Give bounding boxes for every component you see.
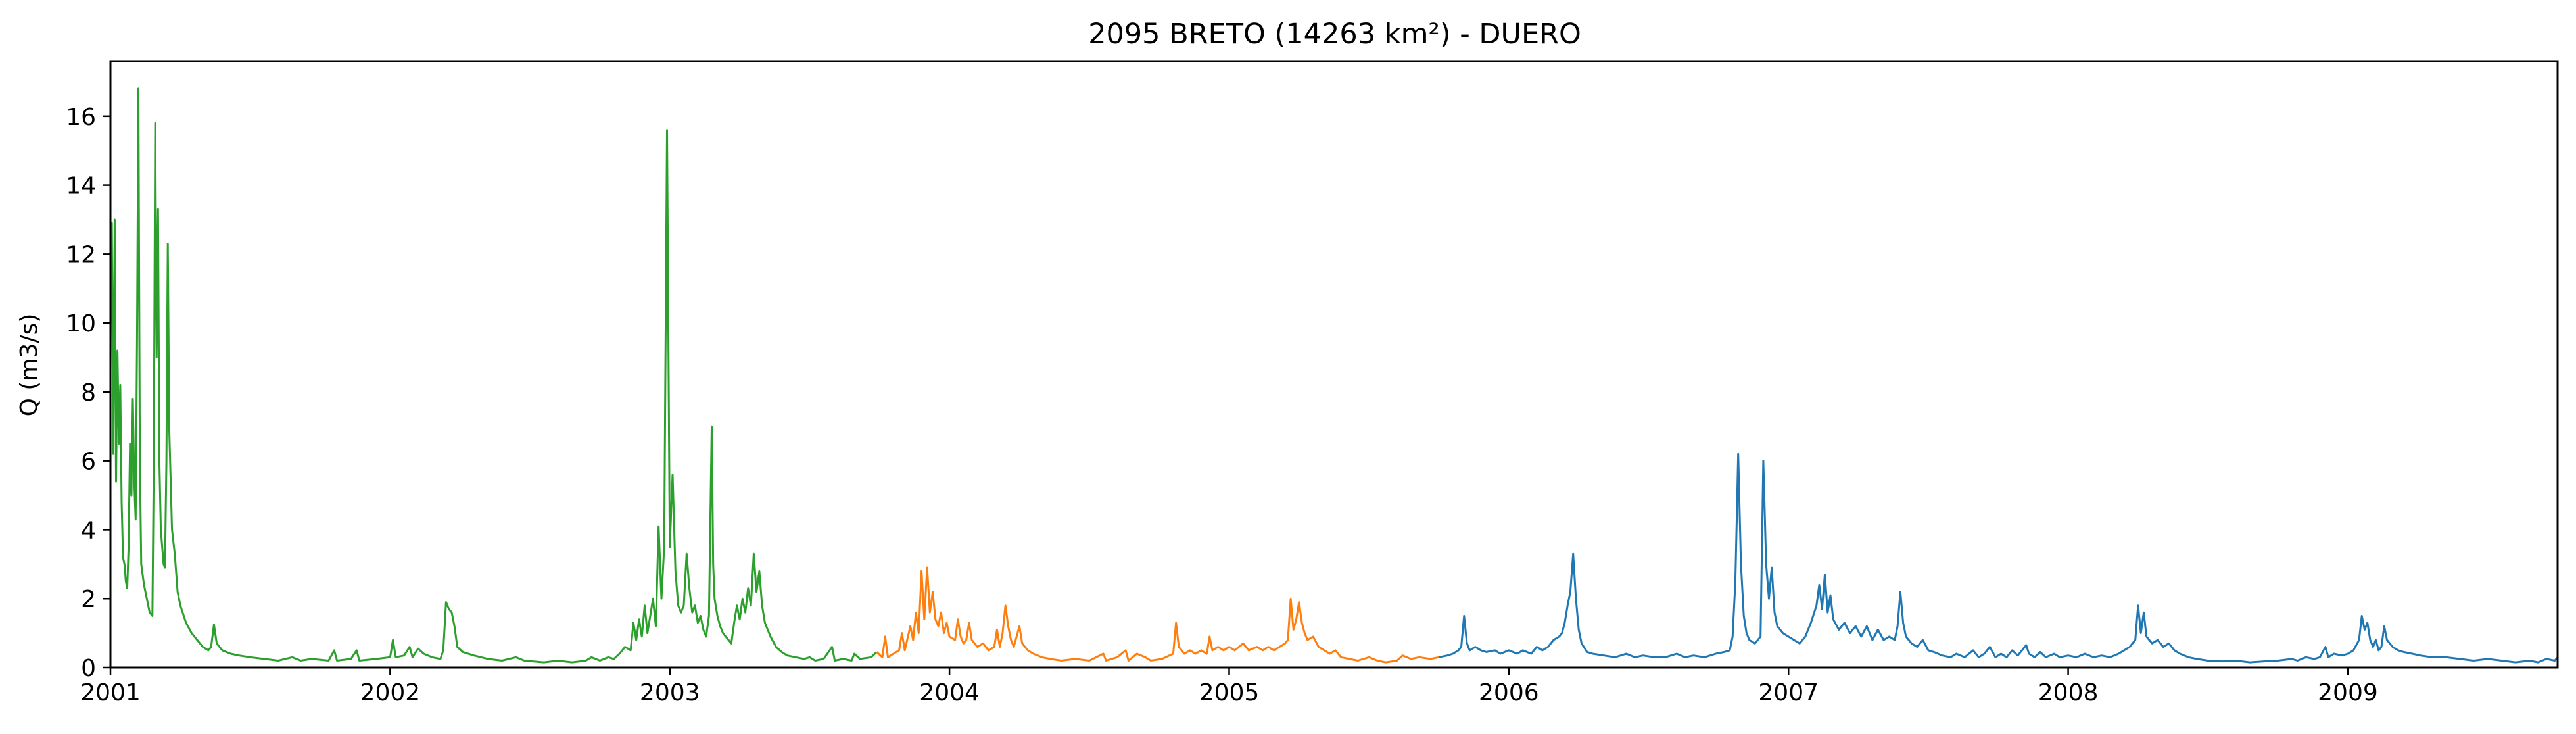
y-tick-label: 16: [66, 104, 96, 131]
y-tick-label: 8: [81, 379, 96, 406]
series-line-2: [876, 566, 1439, 664]
series-layer: [109, 87, 2559, 664]
x-tick-label: 2002: [360, 679, 421, 706]
plot-frame: [109, 60, 2559, 669]
y-tick-label: 14: [66, 173, 96, 200]
y-tick-label: 10: [66, 310, 96, 337]
y-tick-label: 4: [81, 517, 96, 544]
series-line-3: [1439, 453, 2559, 664]
x-tick-label: 2009: [2318, 679, 2378, 706]
x-tick-label: 2008: [2038, 679, 2099, 706]
y-axis-label: Q (m3/s): [16, 314, 43, 417]
x-tick-label: 2001: [80, 679, 141, 706]
x-tick-label: 2004: [919, 679, 980, 706]
x-tick-label: 2006: [1479, 679, 1539, 706]
y-tick-label: 0: [81, 655, 96, 682]
series-line-1: [109, 87, 878, 664]
x-tick-label: 2007: [1758, 679, 1819, 706]
y-tick-label: 6: [81, 449, 96, 476]
y-tick-label: 12: [66, 241, 96, 268]
x-tick-label: 2003: [640, 679, 700, 706]
tick-layer: 2001 2002 2003 2004 2005 2006 2007 2008 2009 0 2 4 6…: [66, 104, 2378, 706]
y-tick-label: 2: [81, 586, 96, 613]
x-tick-label: 2005: [1199, 679, 1260, 706]
chart-title: 2095 BRETO (14263 km²) - DUERO: [1088, 18, 1581, 51]
